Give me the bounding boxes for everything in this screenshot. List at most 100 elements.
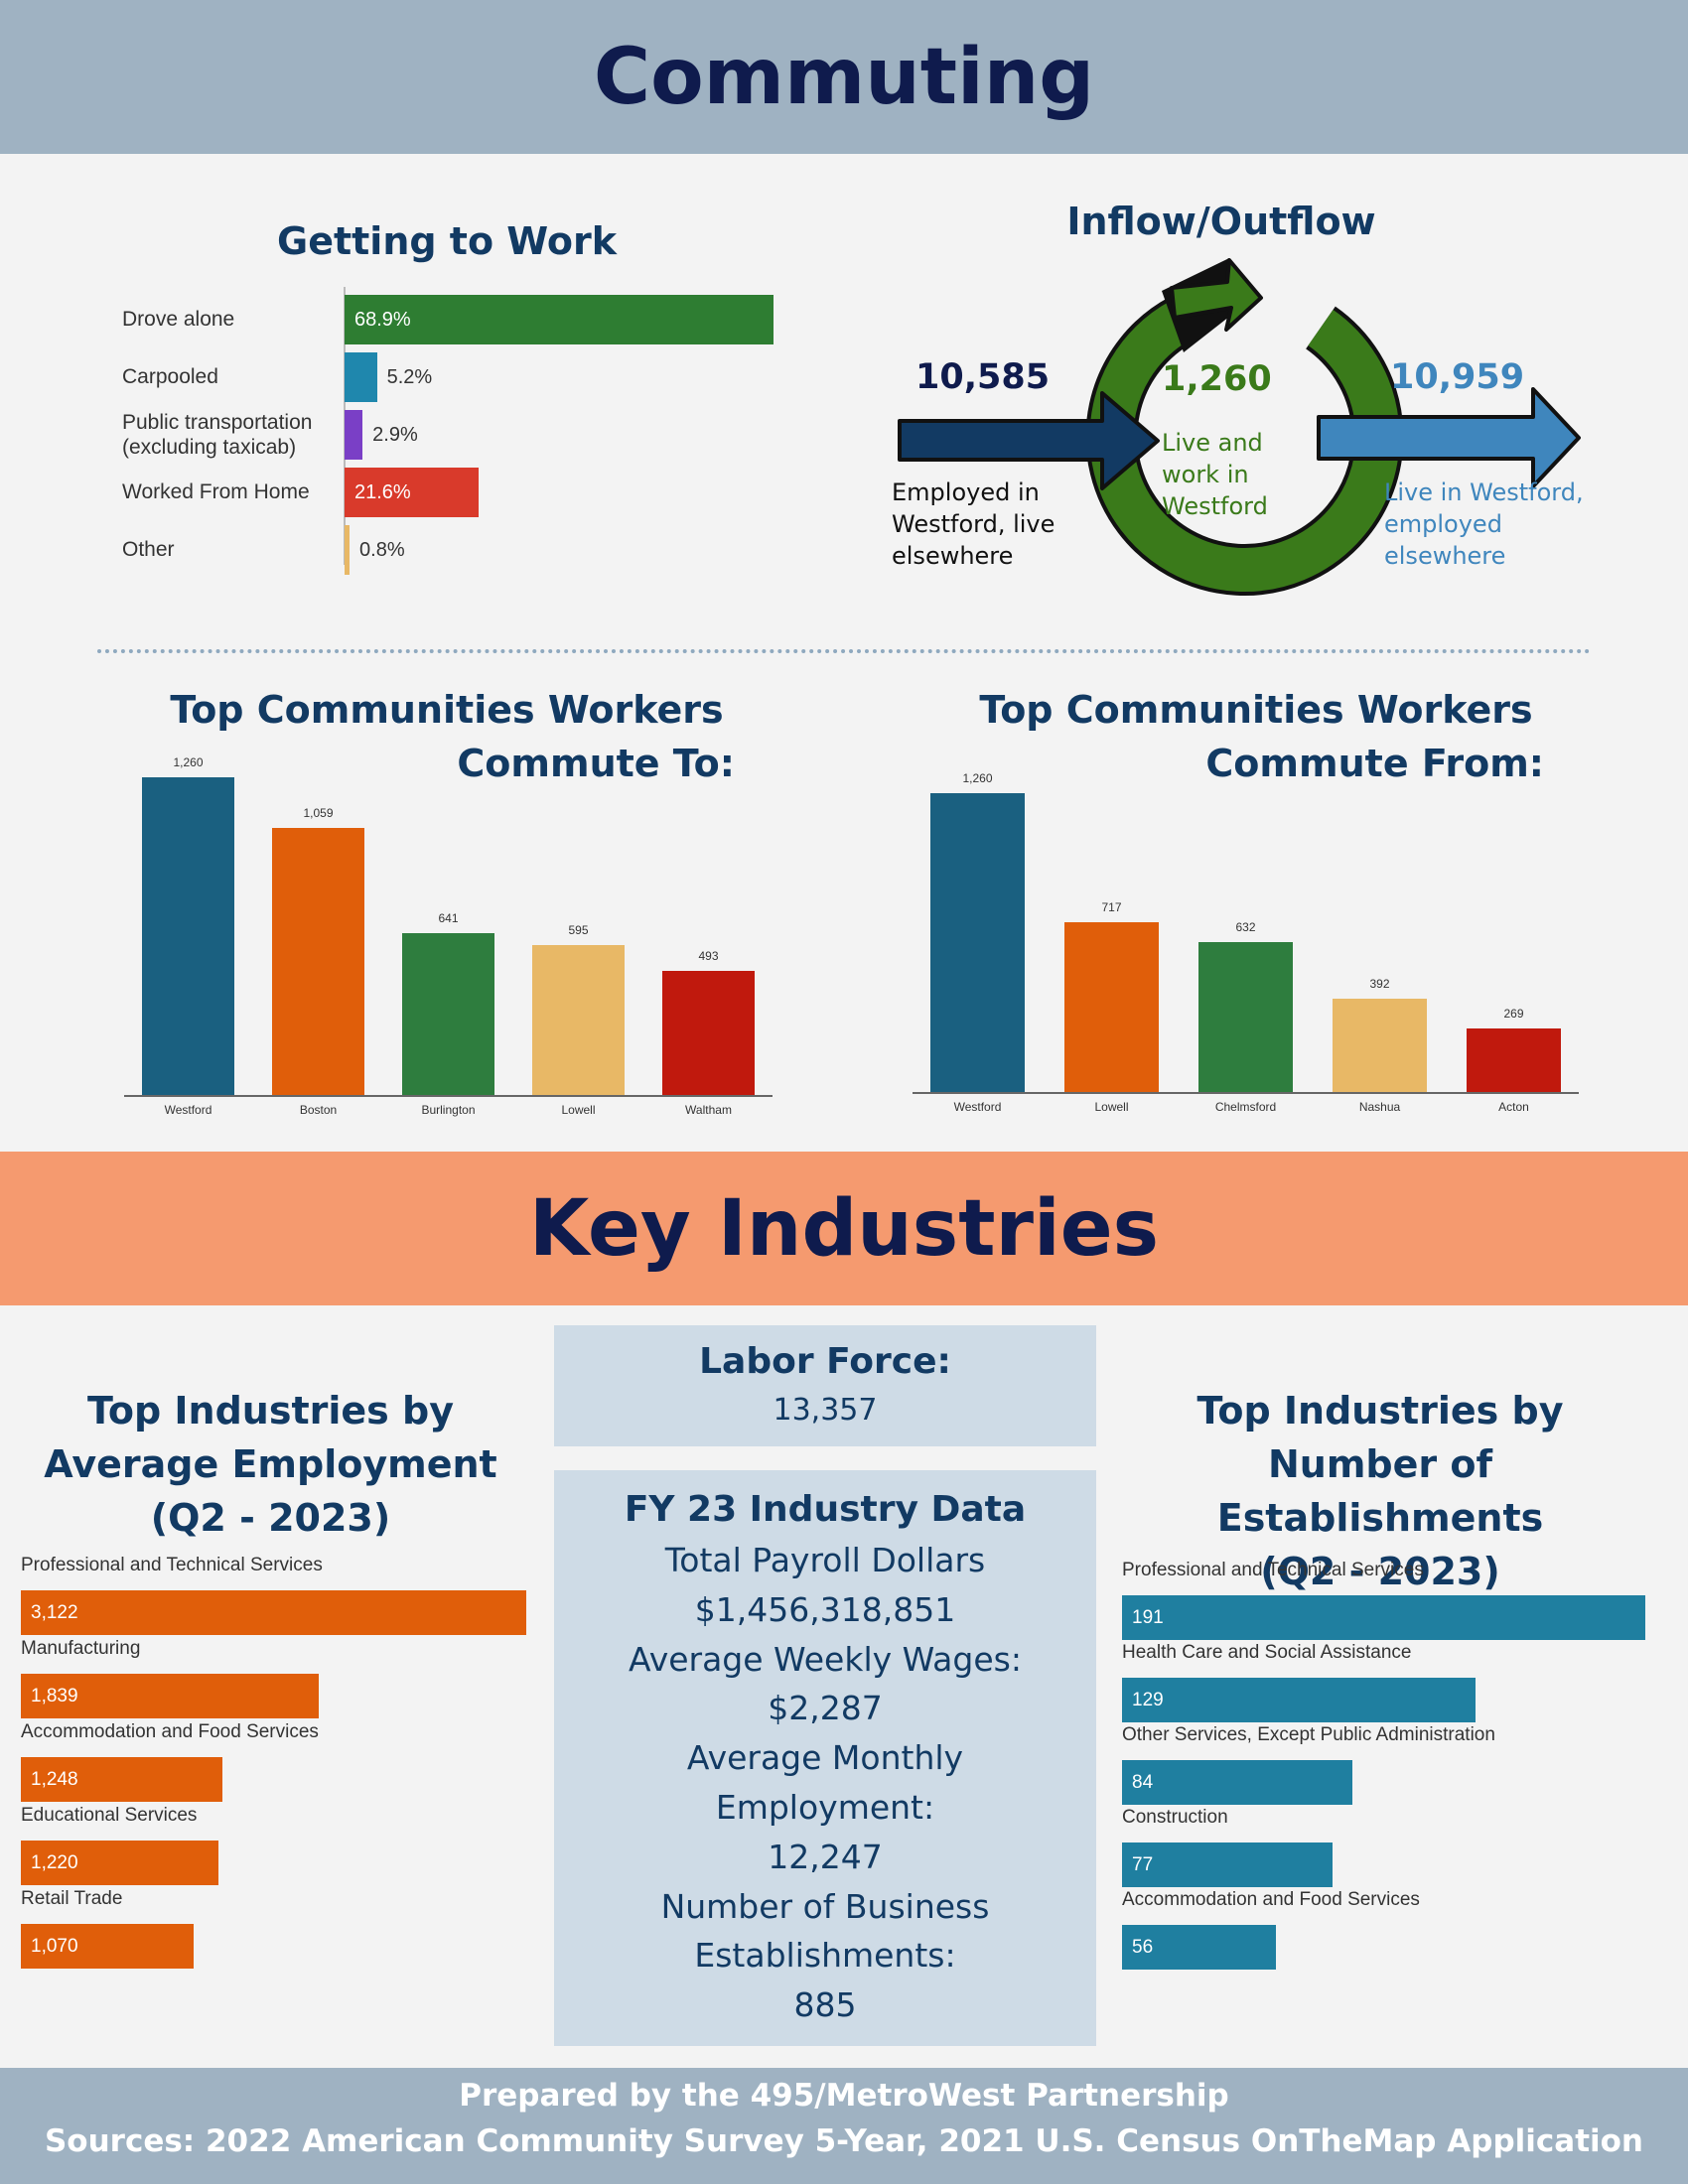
getting-to-work-value: 2.9%: [372, 424, 418, 446]
commute-to-title-line2: Commute To:: [457, 742, 735, 785]
industry-value: 56: [1132, 1937, 1154, 1958]
getting-to-work-chart: Drove alone 68.9% Carpooled 5.2% Public tran…: [0, 0, 844, 615]
industry-bar: [1122, 1595, 1645, 1640]
industry-bar: [1122, 1760, 1352, 1805]
commute-category-label: Acton: [1498, 1100, 1529, 1114]
industry-value: 129: [1132, 1690, 1164, 1710]
establishments-title-line3: (Q2 - 2023): [1260, 1550, 1500, 1593]
commute-category-label: Westford: [164, 1103, 212, 1117]
commute-bar: [662, 970, 755, 1095]
commute-category-label: Chelmsford: [1214, 1100, 1277, 1114]
fy23-line: Employment:: [715, 1787, 935, 1827]
key-industries-banner: Key Industries: [0, 1152, 1688, 1305]
industry-label: Other Services, Except Public Administra…: [1122, 1724, 1495, 1745]
industry-bar: [1122, 1678, 1476, 1722]
fy23-line: 12,247: [768, 1837, 883, 1876]
industry-bar: [1122, 1843, 1334, 1887]
commute-bar-value: 1,260: [962, 771, 993, 785]
footer: Prepared by the 495/MetroWest Partnershi…: [0, 2068, 1688, 2184]
fy23-line: Average Monthly: [686, 1738, 964, 1778]
industry-label: Educational Services: [21, 1805, 198, 1826]
industry-value: 77: [1132, 1854, 1154, 1875]
industry-bar: [21, 1841, 218, 1885]
inflow-arrow-icon: [898, 391, 1160, 490]
labor-force-value: 13,357: [773, 1393, 878, 1428]
getting-to-work-bar: [345, 295, 774, 344]
commute-category-label: Westford: [953, 1100, 1002, 1114]
labor-force-box: Labor Force: 13,357: [554, 1325, 1096, 1446]
commute-bar: [532, 944, 625, 1095]
commute-from-title: Top Communities Workers Commute From:: [968, 683, 1544, 790]
commute-category-label: Waltham: [685, 1103, 732, 1117]
industry-value: 1,248: [31, 1769, 78, 1790]
industry-bar: [21, 1757, 223, 1802]
chart-baseline: [124, 1095, 773, 1097]
employment-chart: Professional and Technical Services 3,122…: [0, 0, 556, 1985]
industry-label: Accommodation and Food Services: [1122, 1889, 1420, 1910]
section-divider: [97, 649, 1591, 653]
getting-to-work-bar: [345, 410, 363, 460]
fy23-line: 885: [793, 1985, 857, 2025]
commute-from-title-line2: Commute From:: [1205, 742, 1544, 785]
commute-bar-value: 269: [1503, 1006, 1524, 1021]
industry-bar: [1122, 1925, 1276, 1970]
inflow-outflow-diagram: [898, 258, 1581, 596]
industry-value: 1,839: [31, 1686, 78, 1706]
industry-bar: [21, 1590, 526, 1635]
footer-sources: Sources: 2022 American Community Survey …: [44, 2123, 1644, 2159]
commute-bar-value: 1,260: [173, 755, 204, 769]
fy23-line: $2,287: [768, 1689, 883, 1728]
commute-category-label: Lowell: [1094, 1100, 1129, 1114]
getting-to-work-label: Drove alone: [122, 308, 235, 331]
commuting-title: Commuting: [593, 32, 1095, 122]
commute-bar-value: 632: [1235, 920, 1256, 935]
establishments-chart: Professional and Technical Services 191 He…: [1112, 0, 1688, 1985]
fy23-box: FY 23 Industry Data Total Payroll Dollar…: [554, 1470, 1096, 2046]
commute-bar-value: 392: [1369, 977, 1390, 992]
establishments-title-line2: Number of Establishments: [1216, 1442, 1544, 1540]
labor-force-title: Labor Force:: [699, 1341, 951, 1382]
commute-from-chart: 1,260 Westford 717 Lowell 632 Chelmsford 392 Na…: [844, 0, 1688, 1142]
commute-bar: [1333, 999, 1427, 1092]
industry-label: Health Care and Social Assistance: [1122, 1642, 1412, 1663]
industry-value: 3,122: [31, 1602, 78, 1623]
industry-label: Professional and Technical Services: [1122, 1560, 1424, 1580]
industry-value: 1,220: [31, 1852, 78, 1873]
commute-to-title-line1: Top Communities Workers: [170, 688, 724, 732]
commute-bar-value: 493: [698, 948, 719, 963]
outflow-label: Live in Westford, employed elsewhere: [1384, 478, 1584, 570]
fy23-line: Average Weekly Wages:: [629, 1639, 1022, 1679]
industry-value: 1,070: [31, 1936, 78, 1957]
chart-baseline: [913, 1092, 1579, 1094]
commute-category-label: Nashua: [1358, 1100, 1401, 1114]
getting-to-work-label: Carpooled: [122, 365, 218, 388]
industry-bar: [21, 1674, 319, 1718]
getting-to-work-value: 5.2%: [386, 366, 433, 388]
employment-title: Top Industries by Average Employment (Q2…: [20, 1384, 521, 1545]
fy23-title: FY 23 Industry Data: [624, 1489, 1027, 1530]
inflow-number: 10,585: [915, 357, 1051, 397]
commute-bar-value: 1,059: [303, 806, 334, 821]
inflow-outflow-title: Inflow/Outflow: [1066, 200, 1376, 243]
industry-value: 84: [1132, 1772, 1154, 1793]
industry-label: Accommodation and Food Services: [21, 1721, 319, 1742]
inside-number: 1,260: [1162, 359, 1272, 399]
industry-bar: [21, 1924, 195, 1969]
commute-category-label: Boston: [299, 1103, 338, 1117]
employment-title-line2: Average Employment: [44, 1442, 497, 1486]
commute-bar: [1198, 942, 1293, 1092]
getting-to-work-bar: [345, 468, 480, 517]
commute-bar: [930, 793, 1025, 1092]
commuting-banner: Commuting: [0, 0, 1688, 154]
establishments-title: Top Industries by Number of Establishmen…: [1102, 1384, 1658, 1598]
commute-bar: [1064, 921, 1159, 1092]
commute-category-label: Lowell: [561, 1103, 596, 1117]
getting-to-work-value: 0.8%: [359, 539, 405, 561]
key-industries-title: Key Industries: [528, 1183, 1160, 1274]
industry-value: 191: [1132, 1607, 1164, 1628]
employment-title-line3: (Q2 - 2023): [150, 1496, 391, 1540]
getting-to-work-value: 68.9%: [354, 309, 411, 331]
commute-bar: [142, 777, 234, 1095]
commute-bar: [272, 828, 364, 1095]
commute-to-chart: 1,260 Westford 1,059 Boston 641 Burlington 595…: [0, 0, 844, 1142]
